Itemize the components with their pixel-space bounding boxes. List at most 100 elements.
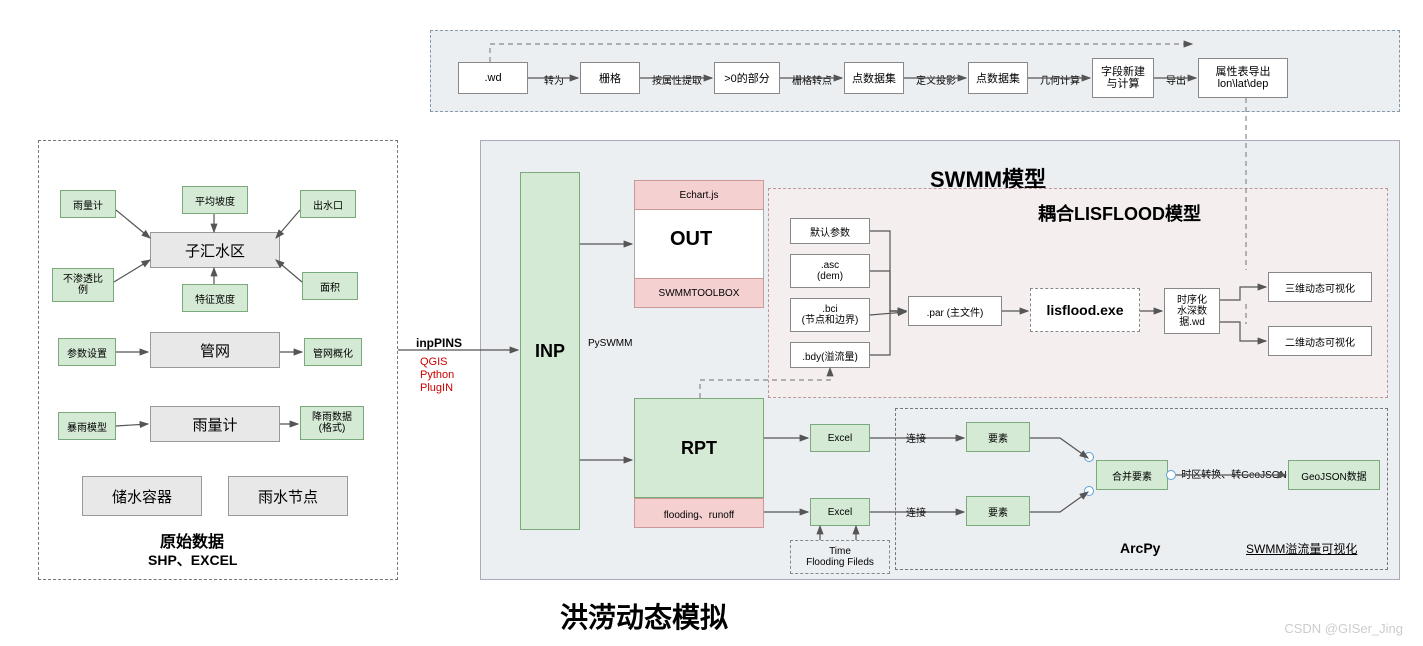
tp-wd: .wd [458,62,528,94]
lis-p1: 默认参数 [790,218,870,244]
tp-l6: 导出 [1158,72,1194,87]
lbl: 栅格 [599,70,621,86]
qgis: QGIS Python PlugIN [420,356,454,396]
g2: 出水口 [300,190,356,218]
rpt-body: RPT [634,398,764,498]
tp-l1: 按属性提取 [644,72,710,87]
lbl: 面积 [320,279,340,294]
arcpy-lbl: ArcPy [1120,540,1160,556]
lbl: 要素 [988,430,1008,445]
lbl: SWMMTOOLBOX [659,288,740,299]
lbl: 三维动态可视化 [1285,280,1355,295]
rain-r: 降雨数据 (格式) [300,406,364,440]
inp-box: INP [520,172,580,530]
lbl: 管网 [200,340,230,361]
lbl: .asc (dem) [817,260,843,282]
lbl: INP [535,341,565,362]
tp-l2: 栅格转点 [784,72,840,87]
main-title: 洪涝动态模拟 [560,596,728,636]
lbl: 平均坡度 [195,193,235,208]
inppins: inpPINS [416,336,462,350]
lbl: 点数据集 [976,70,1020,86]
lis-p4: .bdy(溢流量) [790,342,870,368]
ex2: Excel [810,498,870,526]
lbl: 暴雨模型 [67,419,107,434]
lis-wd: 时序化 水深数 据.wd [1164,288,1220,334]
viz-lbl: SWMM溢流量可视化 [1246,540,1357,557]
lbl: Excel [828,507,852,518]
tp-l4: 几何计算 [1032,72,1088,87]
pipe-hub: 管网 [150,332,280,368]
g3: 不渗透比 例 [52,268,114,302]
lbl: 储水容器 [112,486,172,507]
tp-l0: 转为 [534,72,574,87]
lbl: 默认参数 [810,224,850,239]
tp-l3: 定义投影 [908,72,964,87]
rain-node: 雨水节点 [228,476,348,516]
lbl: 属性表导出 lon\lat\dep [1216,66,1271,90]
pyswmm: PySWMM [588,338,632,349]
link1: 连接 [906,430,926,445]
lis-title: 耦合LISFLOOD模型 [1038,200,1201,226]
echart: Echart.js [634,180,764,210]
merge-port-bot [1084,486,1094,496]
rain-hub: 雨量计 [150,406,280,442]
lbl: lisflood.exe [1046,302,1123,318]
lbl: 降雨数据 (格式) [312,412,352,434]
lbl: flooding、runoff [664,506,734,521]
el1: 要素 [966,422,1030,452]
el2: 要素 [966,496,1030,526]
rain-l: 暴雨模型 [58,412,116,440]
lbl: 二维动态可视化 [1285,334,1355,349]
lbl: 子汇水区 [185,240,245,261]
lbl: 雨量计 [192,414,237,435]
lbl: 雨量计 [73,197,103,212]
out-label: OUT [670,228,712,251]
lis-p3: .bci (节点和边界) [790,298,870,332]
g5: 面积 [302,272,358,300]
left-title1: 原始数据 [160,528,224,552]
merge-port-out [1166,470,1176,480]
lbl: .wd [484,72,501,84]
lbl: 点数据集 [852,70,896,86]
lbl: Time Flooding Fileds [806,546,874,568]
lis-p2: .asc (dem) [790,254,870,288]
g1: 平均坡度 [182,186,248,214]
lbl: 合并要素 [1112,468,1152,483]
lis-2d: 二维动态可视化 [1268,326,1372,356]
lbl: .bdy(溢流量) [802,348,858,363]
storage: 储水容器 [82,476,202,516]
watermark: CSDN @GISer_Jing [1284,621,1403,636]
pipe-r: 管网概化 [304,338,362,366]
lbl: RPT [681,438,717,459]
lbl: 雨水节点 [258,486,318,507]
pipe-l: 参数设置 [58,338,116,366]
lbl: GeoJSON数据 [1301,468,1367,483]
lbl: .par (主文件) [927,304,984,319]
tp-raster: 栅格 [580,62,640,94]
lbl: 字段新建 与计算 [1101,66,1145,90]
lbl: 特征宽度 [195,291,235,306]
lbl: .bci (节点和边界) [802,304,859,326]
g0: 雨量计 [60,190,116,218]
g4: 特征宽度 [182,284,248,312]
geo: GeoJSON数据 [1288,460,1380,490]
merge: 合并要素 [1096,460,1168,490]
left-title2: SHP、EXCEL [148,550,237,570]
merge-port-top [1084,452,1094,462]
lbl: 管网概化 [313,345,353,360]
lbl: 出水口 [313,197,343,212]
tp-pts2: 点数据集 [968,62,1028,94]
lbl: 时序化 水深数 据.wd [1177,295,1207,328]
tp-export: 属性表导出 lon\lat\dep [1198,58,1288,98]
lbl: Excel [828,433,852,444]
lis-3d: 三维动态可视化 [1268,272,1372,302]
lbl: >0的部分 [724,70,770,86]
ex1: Excel [810,424,870,452]
flooding: flooding、runoff [634,498,764,528]
lbl: 不渗透比 例 [63,274,103,296]
lbl: 要素 [988,504,1008,519]
tp-field: 字段新建 与计算 [1092,58,1154,98]
lis-par: .par (主文件) [908,296,1002,326]
sub-hub: 子汇水区 [150,232,280,268]
